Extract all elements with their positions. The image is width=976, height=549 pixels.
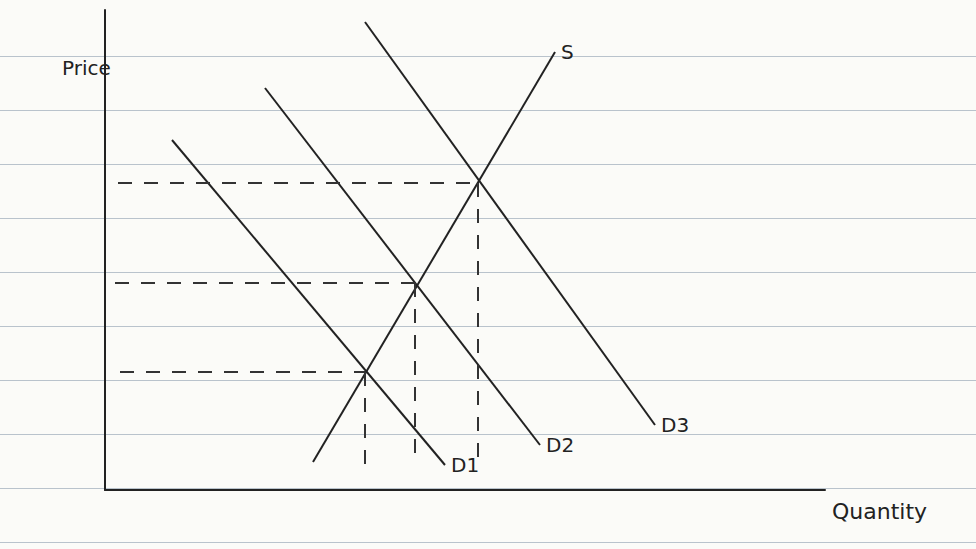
svg-text:D1: D1 (451, 453, 479, 477)
svg-text:D3: D3 (661, 413, 689, 437)
svg-text:Quantity: Quantity (832, 499, 927, 524)
svg-text:S: S (561, 40, 574, 64)
svg-text:D2: D2 (546, 433, 574, 457)
svg-text:Price: Price (62, 56, 111, 80)
